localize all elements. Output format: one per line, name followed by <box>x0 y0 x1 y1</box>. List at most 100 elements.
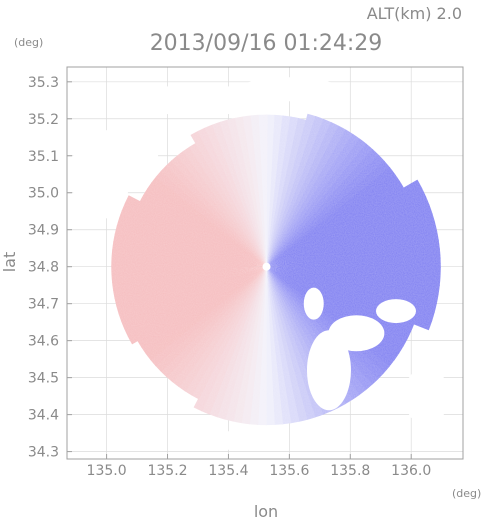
echo-wedge <box>172 266 267 388</box>
echo-wedge <box>155 266 267 372</box>
echo-wedge <box>124 195 267 267</box>
altitude-label: ALT(km) 2.0 <box>367 4 462 23</box>
x-tick-label: 135.6 <box>269 463 309 479</box>
echo-wedge <box>242 115 267 267</box>
echo-wedge <box>118 266 267 323</box>
echo-wedge <box>266 266 415 333</box>
echo-wedge <box>155 170 267 267</box>
echo-wedge <box>121 266 267 330</box>
y-tick-label: 34.4 <box>28 408 59 424</box>
echo-wedge <box>137 266 267 348</box>
x-axis-label: lon <box>254 502 278 521</box>
echo-wedge <box>124 266 267 338</box>
echo-wedge <box>191 266 267 400</box>
echo-wedge <box>266 187 427 267</box>
echo-wedge <box>266 133 361 267</box>
y-tick-label: 34.5 <box>28 371 59 387</box>
echo-wedge <box>266 266 284 425</box>
echo-gap <box>239 77 340 102</box>
radar-echo <box>70 77 449 451</box>
y-tick-labels: 34.3 34.4 34.5 34.6 34.7 34.8 34.9 35.0 35.1 35.2… <box>28 75 59 461</box>
echo-wedge <box>139 194 267 267</box>
echo-wedge <box>143 188 267 267</box>
echo-wedge <box>266 154 385 267</box>
echo-wedge <box>188 142 267 267</box>
radar-site-marker <box>262 262 271 271</box>
echo-wedge <box>184 266 267 396</box>
echo-wedge <box>266 148 380 267</box>
echo-wedge <box>182 146 267 267</box>
echo-wedge <box>266 116 325 267</box>
echo-wedge <box>266 230 439 267</box>
x-tick-label: 136.0 <box>391 463 431 479</box>
echo-wedge <box>160 165 267 267</box>
echo-wedge <box>171 155 267 267</box>
y-tick-label: 34.3 <box>28 445 59 461</box>
echo-wedge <box>266 204 433 267</box>
echo-wedge <box>266 239 440 267</box>
echo-wedge <box>266 138 368 267</box>
echo-wedge <box>121 202 267 267</box>
echo-wedge <box>197 127 267 267</box>
echo-wedge <box>114 266 267 307</box>
y-tick-label: 34.7 <box>28 297 59 313</box>
echo-gap <box>203 430 284 451</box>
echo-wedge <box>127 266 267 345</box>
echo-wedge <box>266 121 340 267</box>
plot-area: 135.0 135.2 135.4 135.6 135.8 136.0 34.334.43… <box>28 66 464 479</box>
echo-wedge <box>201 266 267 415</box>
echo-wedge <box>266 179 423 267</box>
echo-gap <box>115 122 160 175</box>
x-tick-label: 135.0 <box>87 463 127 479</box>
echo-wedge <box>150 266 267 367</box>
echo-wedge <box>176 150 267 267</box>
echo-wedge <box>112 266 267 291</box>
echo-wedge <box>113 266 267 299</box>
echo-wedge <box>111 265 267 275</box>
echo-wedge <box>266 195 430 267</box>
echo-gap <box>328 315 385 352</box>
echo-wedge <box>266 266 308 422</box>
echo-gap <box>404 366 449 427</box>
echo-wedge <box>212 121 267 267</box>
echo-wedge <box>146 182 267 267</box>
echo-wedge <box>266 266 292 425</box>
y-tick-label: 34.8 <box>28 260 59 276</box>
y-unit-label: (deg) <box>14 36 43 49</box>
y-tick-label: 34.9 <box>28 223 59 239</box>
echo-wedge <box>266 221 438 267</box>
x-unit-label: (deg) <box>452 487 481 500</box>
echo-wedge <box>193 266 267 412</box>
echo-wedge <box>266 266 379 386</box>
echo-wedge <box>266 257 441 268</box>
echo-wedge <box>266 266 300 424</box>
echo-wedge <box>178 266 267 392</box>
echo-wedge <box>266 118 332 267</box>
echo-wedge <box>204 124 267 267</box>
echo-wedge <box>166 266 267 383</box>
x-tick-labels: 135.0 135.2 135.4 135.6 135.8 136.0 <box>87 463 432 479</box>
echo-wedge <box>266 212 436 267</box>
echo-wedge <box>111 266 267 283</box>
echo-gap <box>303 287 324 320</box>
echo-wedge <box>190 130 267 267</box>
echo-wedge <box>266 143 374 267</box>
echo-gap <box>137 84 258 117</box>
echo-wedge <box>266 180 405 267</box>
y-tick-label: 35.1 <box>28 149 59 165</box>
x-tick-label: 135.8 <box>330 463 370 479</box>
echo-wedge <box>266 266 385 380</box>
echo-wedge <box>227 117 267 267</box>
echo-wedge <box>266 129 354 267</box>
echo-wedge <box>266 160 391 267</box>
echo-wedge <box>141 266 267 355</box>
echo-wedge <box>151 176 267 267</box>
echo-wedge <box>208 266 267 418</box>
y-tick-label: 35.2 <box>28 112 59 128</box>
echo-wedge <box>145 266 267 361</box>
y-tick-label: 35.0 <box>28 186 59 202</box>
echo-gap <box>375 299 416 324</box>
echo-wedge <box>266 173 400 267</box>
plot-frame <box>66 66 464 460</box>
